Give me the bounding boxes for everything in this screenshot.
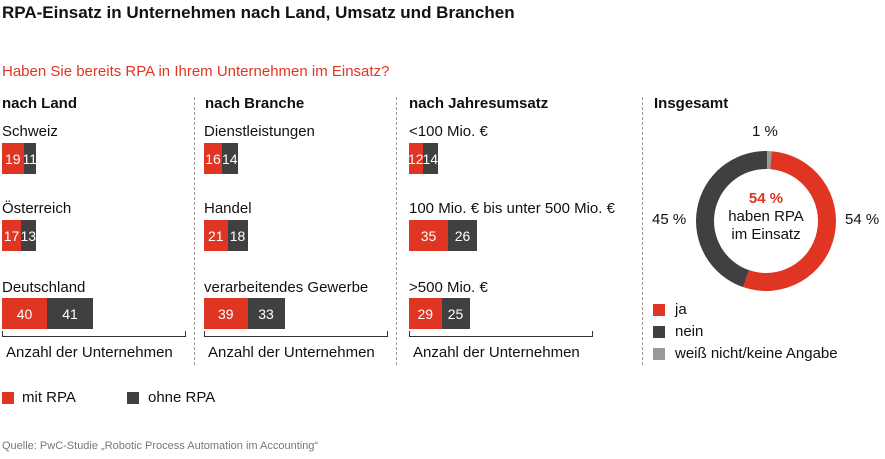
legend-swatch-ohne-rpa: [127, 392, 139, 404]
bar-segment-ohne-rpa: 11: [23, 143, 36, 174]
stacked-bar: 16 14: [204, 143, 238, 174]
category-label: 100 Mio. € bis unter 500 Mio. €: [409, 200, 615, 217]
category-label: >500 Mio. €: [409, 279, 488, 296]
bar-segment-mit-rpa: 39: [204, 298, 248, 329]
donut-slice-nein: [695, 151, 768, 288]
survey-question: Haben Sie bereits RPA in Ihrem Unternehm…: [2, 63, 390, 80]
x-axis-label: Anzahl der Unternehmen: [6, 344, 173, 361]
donut-slice-ja: [743, 151, 836, 291]
donut-label-nein: 45 %: [652, 211, 687, 228]
stacked-bar: 39 33: [204, 298, 285, 329]
bar-segment-mit-rpa: 12: [409, 143, 423, 174]
bar-segment-mit-rpa: 29: [409, 298, 442, 329]
panel-divider: [396, 97, 397, 365]
bar-segment-ohne-rpa: 33: [247, 298, 285, 329]
category-label: Deutschland: [2, 279, 86, 296]
x-axis-label: Anzahl der Unternehmen: [208, 344, 375, 361]
bar-segment-mit-rpa: 40: [2, 298, 47, 329]
bar-segment-mit-rpa: 19: [2, 143, 24, 174]
panel-title-insgesamt: Insgesamt: [654, 95, 729, 112]
bar-segment-ohne-rpa: 25: [441, 298, 470, 329]
bar-segment-mit-rpa: 21: [204, 220, 228, 251]
bar-segment-ohne-rpa: 14: [422, 143, 438, 174]
legend-label-ohne-rpa: ohne RPA: [148, 389, 216, 406]
stacked-bar: 40 41: [2, 298, 93, 329]
x-axis-tick: [204, 331, 205, 337]
panel-title-umsatz: nach Jahresumsatz: [409, 95, 549, 112]
panel-divider: [194, 97, 195, 365]
x-axis-tick: [185, 331, 186, 337]
bar-segment-mit-rpa: 16: [204, 143, 222, 174]
bar-segment-ohne-rpa: 41: [47, 298, 93, 329]
category-label: <100 Mio. €: [409, 123, 488, 140]
donut-legend-label-unknown: weiß nicht/keine Angabe: [675, 345, 838, 362]
bar-segment-ohne-rpa: 18: [227, 220, 248, 251]
stacked-bar: 35 26: [409, 220, 477, 251]
x-axis-line: [204, 336, 387, 337]
category-label: verarbeitendes Gewerbe: [204, 279, 369, 296]
chart-title: RPA-Einsatz in Unternehmen nach Land, Um…: [2, 3, 515, 22]
donut-label-ja: 54 %: [845, 211, 880, 228]
source-note: Quelle: PwC-Studie „Robotic Process Auto…: [2, 440, 319, 452]
donut-center: 54 % haben RPA im Einsatz: [706, 190, 826, 244]
x-axis-label: Anzahl der Unternehmen: [413, 344, 580, 361]
x-axis-tick: [592, 331, 593, 337]
category-label: Handel: [204, 200, 252, 217]
x-axis-line: [409, 336, 592, 337]
stacked-bar: 12 14: [409, 143, 438, 174]
bar-segment-mit-rpa: 17: [2, 220, 21, 251]
bar-segment-ohne-rpa: 26: [448, 220, 477, 251]
bar-segment-ohne-rpa: 13: [21, 220, 36, 251]
category-label: Österreich: [2, 200, 72, 217]
stacked-bar: 17 13: [2, 220, 36, 251]
stacked-bar: 19 11: [2, 143, 36, 174]
donut-center-line-2: im Einsatz: [731, 226, 801, 243]
donut-legend-swatch-ja: [653, 304, 665, 316]
stacked-bar: 21 18: [204, 220, 248, 251]
category-label: Dienstleistungen: [204, 123, 315, 140]
panel-title-land: nach Land: [2, 95, 78, 112]
stacked-bar: 29 25: [409, 298, 470, 329]
panel-title-branche: nach Branche: [205, 95, 305, 112]
legend-swatch-mit-rpa: [2, 392, 14, 404]
bar-segment-mit-rpa: 35: [409, 220, 448, 251]
panel-divider: [642, 97, 643, 365]
legend-label-mit-rpa: mit RPA: [22, 389, 76, 406]
donut-legend-swatch-nein: [653, 326, 665, 338]
x-axis-tick: [387, 331, 388, 337]
donut-legend-swatch-unknown: [653, 348, 665, 360]
donut-legend-label-nein: nein: [675, 323, 704, 340]
category-label: Schweiz: [2, 123, 58, 140]
donut-slice-unknown: [766, 151, 772, 170]
donut-label-unknown: 1 %: [752, 123, 778, 140]
donut-center-value: 54 %: [748, 190, 784, 207]
donut-legend-label-ja: ja: [675, 301, 687, 318]
bar-segment-ohne-rpa: 14: [222, 143, 238, 174]
x-axis-line: [2, 336, 185, 337]
x-axis-tick: [409, 331, 410, 337]
x-axis-tick: [2, 331, 3, 337]
donut-center-line-1: haben RPA: [728, 208, 804, 225]
